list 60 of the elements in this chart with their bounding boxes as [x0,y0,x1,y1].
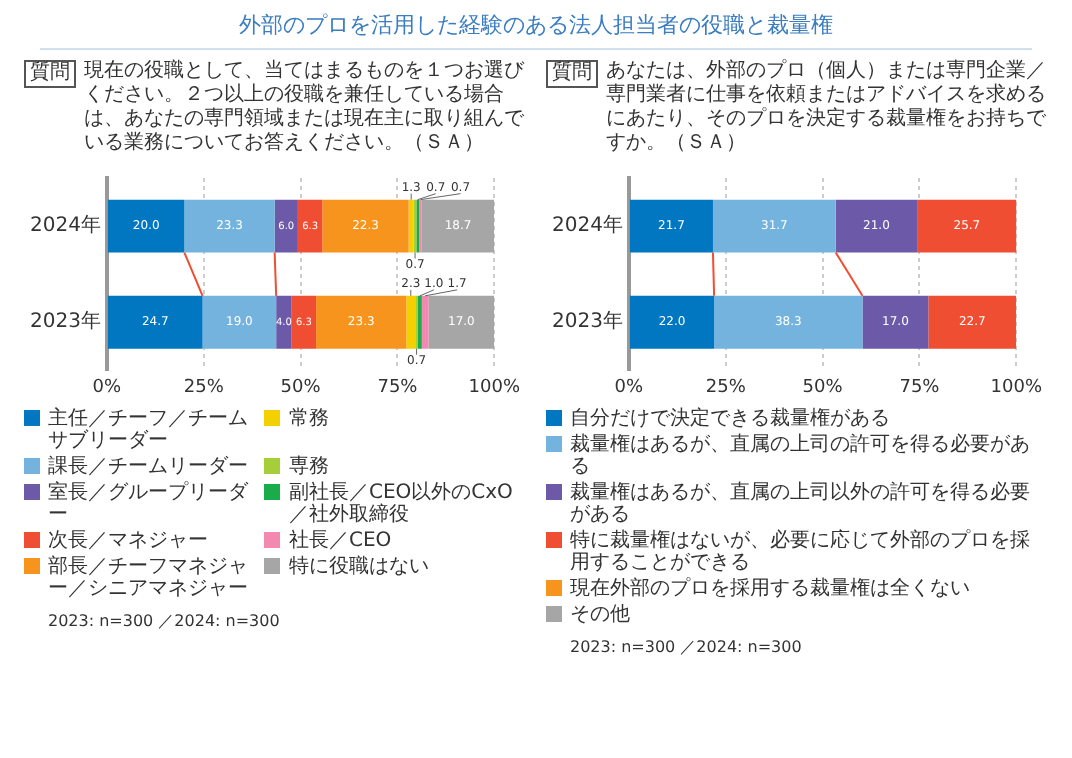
bar [316,295,407,349]
y-tick-label: 2023年 [29,309,101,334]
y-tick-label: 2024年 [29,213,101,238]
x-tick-label: 50% [802,377,844,398]
bar [917,199,1017,253]
y-tick-label: 2023年 [551,309,623,334]
text: 2023: n=300 ／2024: n=300 [570,636,804,658]
bar [629,199,713,253]
bar [629,295,715,349]
x-tick-label: 100% [990,377,1043,398]
legend-label: 副社長／CEO以外のCxO／社外取締役 [288,482,515,526]
x-tick-label: 100% [468,377,521,398]
bar [322,199,409,253]
bar [408,199,414,253]
chart-subtitle: 現在の役職として、当てはまるものを１つお選びください。２つ以上の役職を兼任している場合は、あなたの専門領域または現在主に取り組んでいる業務についてお答えください。（ＳＡ） [84,60,526,158]
x-tick-label: 50% [280,377,322,398]
x-tick-label: 75% [377,377,419,398]
bar [421,295,429,349]
legend-label: 裁量権はあるが、直属の上司の許可を得る必要がある [570,434,1032,478]
chart-subtitle: あなたは、外部のプロ（個人）または専門企業／専門業者に仕事を依頼またはアドバイスを求めるにあたり、そのプロを決定する裁量権をお持ちですか。（ＳＡ） [606,60,1048,158]
bar [406,295,416,349]
legend-label: 特に役職はない [288,556,429,578]
legend-label: その他 [570,604,630,626]
legend-label: 常務 [288,408,329,430]
bar [274,199,298,253]
legend-label: 専務 [288,456,329,478]
bar [928,295,1017,349]
bar [714,295,863,349]
x-tick-label: 0% [614,377,645,398]
legend-label: 次長／マネジャー [48,530,208,552]
x-tick-label: 25% [183,377,225,398]
bar [862,295,929,349]
legend-label: 主任／チーフ／チームサブリーダー [48,408,250,452]
text: 質問 [24,60,76,88]
bar [184,199,275,253]
bar [202,295,277,349]
text: 質問 [546,60,598,88]
x-tick-label: 25% [705,377,747,398]
bar [297,199,323,253]
bar [107,199,185,253]
legend-label: 裁量権はあるが、直属の上司以外の許可を得る必要がある [570,482,1032,526]
y-tick-label: 2024年 [551,213,623,238]
legend-label: 自分だけで決定できる裁量権がある [570,408,890,430]
text: 2023: n=300 ／2024: n=300 [48,610,282,632]
x-tick-label: 0% [92,377,123,398]
x-tick-label: 75% [899,377,941,398]
legend-label: 社長／CEO [288,530,392,552]
legend-label: 室長／グループリーダー [48,482,251,526]
chart-title: 外部のプロを活用した経験のある法人担当者の役職と裁量権 [40,4,1032,50]
legend-label: 部長／チーフマネジャー／シニアマネジャー [48,556,250,600]
bar [107,295,203,349]
bar [276,295,292,349]
bar [291,295,317,349]
legend-label: 現在外部のプロを採用する裁量権は全くない [570,578,970,600]
bar [835,199,918,253]
bar [428,295,495,349]
bar [712,199,836,253]
legend-label: 課長／チームリーダー [48,456,248,478]
legend-label: 特に裁量権はないが、必要に応じて外部のプロを採用することができる [570,530,1032,574]
bar [421,199,495,253]
